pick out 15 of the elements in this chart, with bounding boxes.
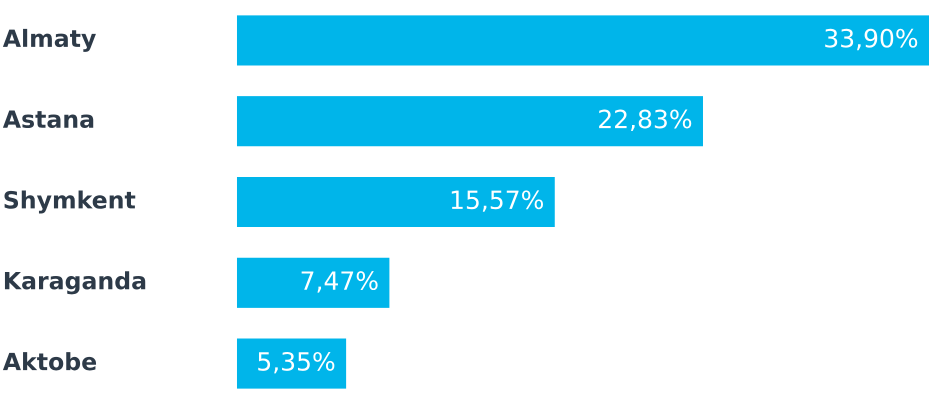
y-tick-label: Karaganda: [4, 271, 146, 294]
y-tick-label: Aktobe: [2, 352, 96, 370]
data-label: 15,57%: [452, 190, 544, 212]
y-tick-label: Astana: [2, 110, 94, 128]
y-tick-label: Almaty: [2, 28, 96, 52]
bar: [236, 258, 390, 308]
bar: [236, 15, 929, 66]
data-label: 22,83%: [599, 110, 692, 132]
y-tick-label: Shymkent: [4, 190, 136, 214]
data-label: 5,35%: [258, 352, 334, 374]
data-label: 33,90%: [825, 28, 918, 50]
bar: [236, 176, 555, 228]
bar: [236, 338, 346, 389]
bar: [236, 96, 703, 146]
data-label: 7,47%: [302, 271, 378, 293]
